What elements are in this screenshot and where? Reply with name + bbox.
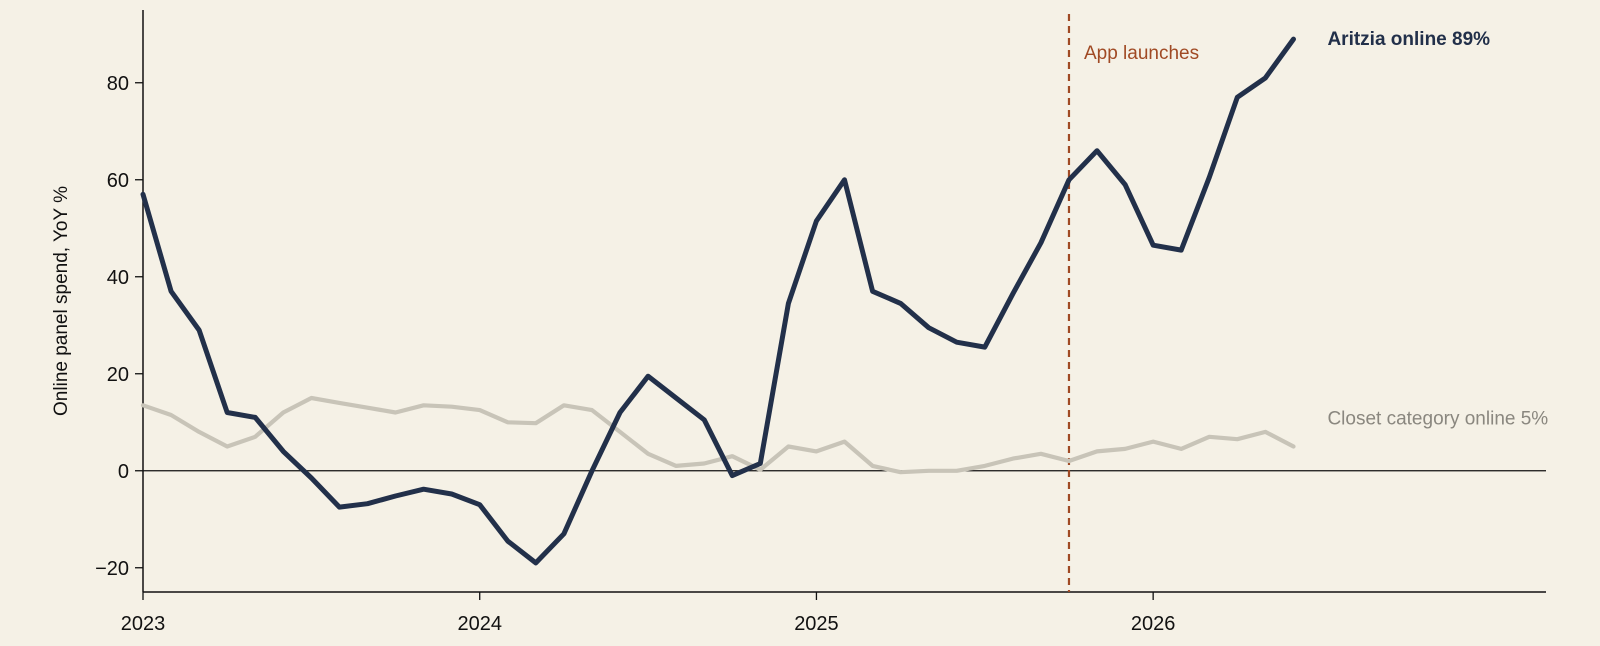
y-tick-label: 80 bbox=[107, 73, 129, 95]
x-tick-label: 2024 bbox=[457, 613, 502, 635]
axes bbox=[142, 10, 1546, 593]
y-ticks: −20 0 20 40 60 80 bbox=[95, 73, 143, 580]
app-launch-label: App launches bbox=[1084, 43, 1199, 64]
x-ticks: 2023 2024 2025 2026 bbox=[121, 592, 1176, 635]
series bbox=[140, 36, 1296, 566]
y-tick-label: 60 bbox=[107, 170, 129, 192]
x-tick-label: 2025 bbox=[794, 613, 839, 635]
x-tick-label: 2023 bbox=[121, 613, 166, 635]
aritzia-online-line bbox=[140, 36, 1296, 566]
aritzia-online-end-label: Aritzia online 89% bbox=[1327, 29, 1490, 50]
x-tick-label: 2026 bbox=[1131, 613, 1176, 635]
y-tick-label: −20 bbox=[95, 558, 129, 580]
closet-category-online-line bbox=[140, 395, 1296, 475]
y-tick-label: 0 bbox=[118, 461, 129, 483]
series-end-labels: Closet category online 5% Aritzia online … bbox=[1327, 29, 1548, 429]
closet-category-end-label: Closet category online 5% bbox=[1327, 409, 1548, 430]
y-tick-label: 40 bbox=[107, 267, 129, 289]
y-tick-label: 20 bbox=[107, 364, 129, 386]
y-axis-label: Online panel spend, YoY % bbox=[51, 186, 72, 416]
annotations: App launches bbox=[1067, 14, 1199, 592]
